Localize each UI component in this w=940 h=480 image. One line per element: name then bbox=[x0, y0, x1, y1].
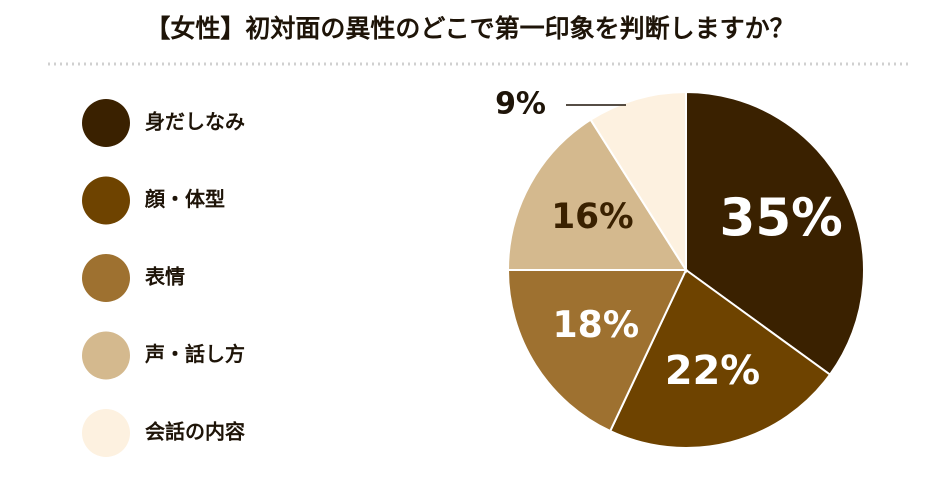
pie-slice bbox=[506, 269, 688, 433]
pie-slice bbox=[506, 118, 688, 271]
legend-label: 会話の内容 bbox=[145, 420, 245, 444]
pie-slice bbox=[685, 90, 865, 377]
legend-swatch bbox=[82, 331, 130, 380]
legend-swatch bbox=[82, 99, 130, 147]
legend-swatch bbox=[82, 254, 130, 302]
pie-slice bbox=[589, 90, 687, 274]
legend-label: 表情 bbox=[145, 265, 185, 289]
value-label: 35% bbox=[720, 189, 843, 249]
legend-label: 声・話し方 bbox=[144, 342, 245, 366]
legend-swatch bbox=[82, 176, 130, 225]
legend-label: 顔・体型 bbox=[144, 187, 225, 211]
value-label: 18% bbox=[553, 303, 640, 346]
legend-label: 身だしなみ bbox=[145, 110, 245, 134]
value-label: 9% bbox=[495, 87, 546, 122]
value-label: 16% bbox=[551, 197, 633, 237]
legend-swatch bbox=[82, 409, 130, 457]
value-label: 22% bbox=[665, 348, 760, 394]
chart-title: 【女性】初対面の異性のどこで第一印象を判断しますか？ bbox=[145, 14, 794, 43]
